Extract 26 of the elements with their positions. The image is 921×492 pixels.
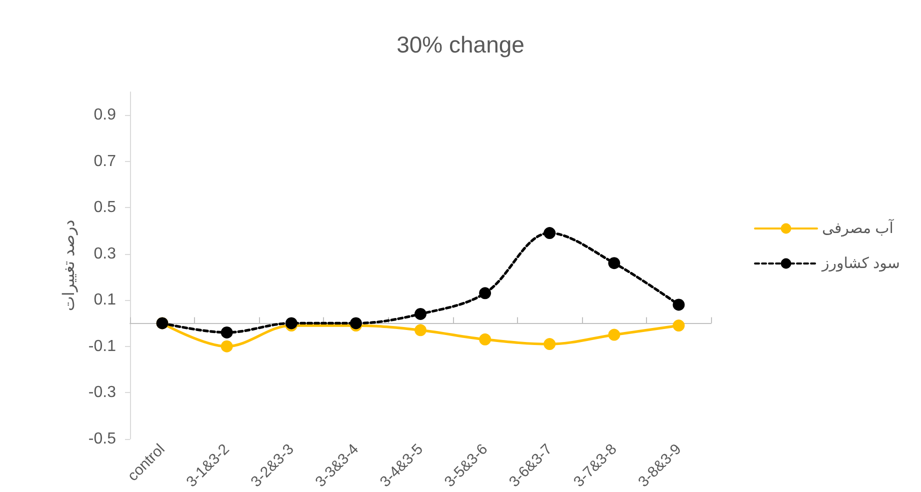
point xyxy=(544,338,556,350)
y-tick-label: -0.3 xyxy=(88,384,116,402)
chart-title: 30% change xyxy=(396,32,524,58)
y-tick-label: 0.5 xyxy=(94,199,116,216)
point xyxy=(608,328,620,341)
y-axis-title: درصد تغییرات xyxy=(61,220,78,312)
y-tick-label: 0.9 xyxy=(94,106,116,124)
legend-label: سود کشاورز xyxy=(821,255,900,272)
y-tick-label: 0.3 xyxy=(94,245,116,262)
point xyxy=(479,287,492,300)
y-tick-label: -0.5 xyxy=(88,430,116,448)
point xyxy=(414,324,426,336)
y-tick-label: 0.1 xyxy=(94,292,116,309)
point xyxy=(672,320,685,332)
point xyxy=(285,317,298,330)
point xyxy=(350,317,362,330)
point xyxy=(220,340,233,352)
point xyxy=(479,333,492,346)
legend-label: آب مصرفی xyxy=(822,218,894,237)
point xyxy=(220,326,233,338)
point xyxy=(672,298,685,311)
y-tick-label: 0.7 xyxy=(94,152,116,170)
point xyxy=(608,257,620,270)
y-tick-label: -0.1 xyxy=(88,338,116,355)
point xyxy=(414,308,426,320)
point xyxy=(544,227,556,240)
